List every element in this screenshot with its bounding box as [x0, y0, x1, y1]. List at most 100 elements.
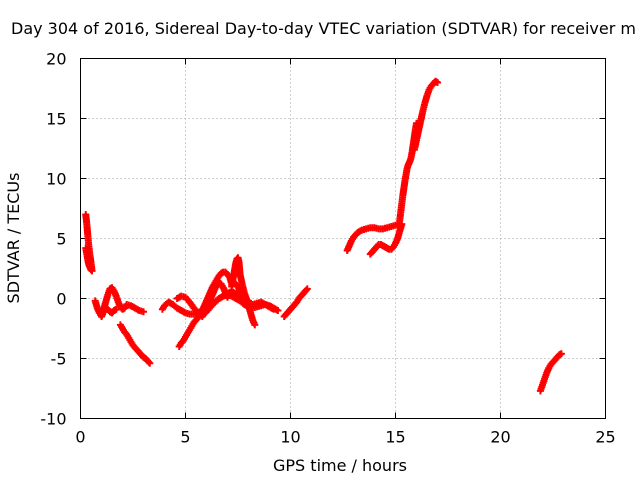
trace-markers: [175, 293, 184, 302]
trace-markers: [166, 299, 175, 308]
trace-markers: [102, 293, 111, 304]
trace-markers: [210, 287, 218, 296]
trace-markers: [133, 305, 142, 314]
data-point: [557, 350, 565, 358]
trace-markers: [201, 306, 210, 315]
data-point: [303, 285, 311, 293]
series-arc-9: [198, 279, 231, 320]
x-tick-label: 25: [595, 428, 615, 447]
series-arc-13: [343, 220, 404, 254]
trace-markers: [412, 121, 420, 131]
trace-markers: [355, 227, 364, 236]
trace-markers: [222, 290, 231, 300]
trace-markers: [208, 300, 217, 309]
trace-markers: [220, 285, 229, 295]
trace-markers: [402, 167, 411, 177]
trace-markers: [421, 94, 430, 105]
trace-markers: [249, 318, 258, 327]
trace-markers: [191, 306, 201, 315]
trace-markers: [419, 101, 428, 113]
trace-markers: [105, 287, 113, 297]
trace-markers: [162, 299, 171, 308]
trace-markers: [207, 291, 216, 301]
trace-markers: [397, 202, 406, 214]
data-point: [224, 293, 231, 301]
series-arc-11: [232, 280, 278, 313]
y-axis-label: SDTVAR / TECUs: [4, 173, 23, 304]
trace-markers: [392, 236, 401, 246]
data-point: [146, 359, 154, 367]
trace-markers: [128, 303, 138, 311]
trace-markers: [239, 282, 248, 294]
y-tick-label: 0: [56, 290, 66, 309]
trace-markers: [398, 193, 407, 206]
series-arc-12: [280, 285, 311, 320]
trace-markers: [217, 293, 226, 302]
data-point: [140, 308, 147, 316]
trace-markers: [401, 173, 410, 183]
series-arc-14: [366, 220, 406, 258]
trace-markers: [245, 304, 254, 315]
data-point: [87, 266, 95, 274]
trace-markers: [82, 246, 90, 256]
x-tick-label: 5: [180, 428, 190, 447]
trace-markers: [399, 186, 408, 197]
trace-markers: [83, 252, 91, 262]
series-arc-4: [100, 284, 147, 316]
grid-lines: [80, 58, 606, 419]
trace-markers: [94, 306, 103, 315]
trace-markers: [113, 294, 122, 304]
trace-markers: [396, 210, 404, 222]
trace-markers: [302, 286, 310, 294]
y-tick-labels: -10 -5 0 5 10 15 20: [40, 50, 66, 429]
trace-markers: [394, 229, 403, 241]
trace-markers: [539, 377, 548, 387]
trace-markers: [247, 311, 256, 322]
trace-markers: [205, 296, 214, 306]
trace-markers: [537, 383, 546, 393]
trace-markers: [187, 300, 197, 311]
chart-title: Day 304 of 2016, Sidereal Day-to-day VTE…: [11, 19, 636, 38]
x-tick-label: 0: [75, 428, 85, 447]
trace-markers: [229, 288, 238, 297]
trace-markers: [203, 301, 212, 310]
data-point: [251, 321, 259, 329]
x-tick-labels: 0 5 10 15 20 25: [75, 428, 615, 447]
x-tick-label: 20: [490, 428, 510, 447]
trace-markers: [100, 300, 109, 311]
data-point: [398, 220, 406, 228]
x-tick-label: 10: [280, 428, 300, 447]
data-point: [274, 307, 282, 314]
x-tick-label: 15: [385, 428, 405, 447]
trace-markers: [263, 301, 272, 310]
x-axis-label: GPS time / hours: [273, 456, 407, 475]
data-point: [112, 305, 120, 313]
y-tick-label: 5: [56, 230, 66, 249]
axis-ticks: [80, 58, 606, 419]
trace-markers: [267, 304, 276, 312]
series-arc-5: [116, 321, 154, 367]
trace-markers: [229, 293, 238, 302]
series-arc-17: [536, 350, 565, 395]
trace-markers: [259, 299, 268, 308]
trace-markers: [179, 307, 188, 316]
series-arc-2: [82, 244, 95, 274]
trace-markers: [237, 289, 245, 298]
data-point: [434, 79, 441, 86]
series-arc-16: [410, 77, 441, 154]
trace-markers: [346, 239, 355, 248]
y-tick-label: -5: [51, 350, 67, 369]
trace-markers: [233, 291, 243, 299]
trace-markers: [235, 284, 243, 294]
trace-markers: [396, 222, 405, 233]
trace-markers: [543, 366, 552, 375]
plot-frame: [80, 58, 606, 419]
trace-markers: [238, 298, 247, 307]
trace-markers: [145, 358, 153, 366]
data-point: [270, 305, 278, 313]
trace-markers: [175, 305, 184, 314]
trace-markers: [111, 289, 119, 298]
y-tick-label: 15: [46, 110, 66, 129]
trace-markers: [183, 295, 192, 304]
y-tick-label: -10: [40, 410, 66, 429]
